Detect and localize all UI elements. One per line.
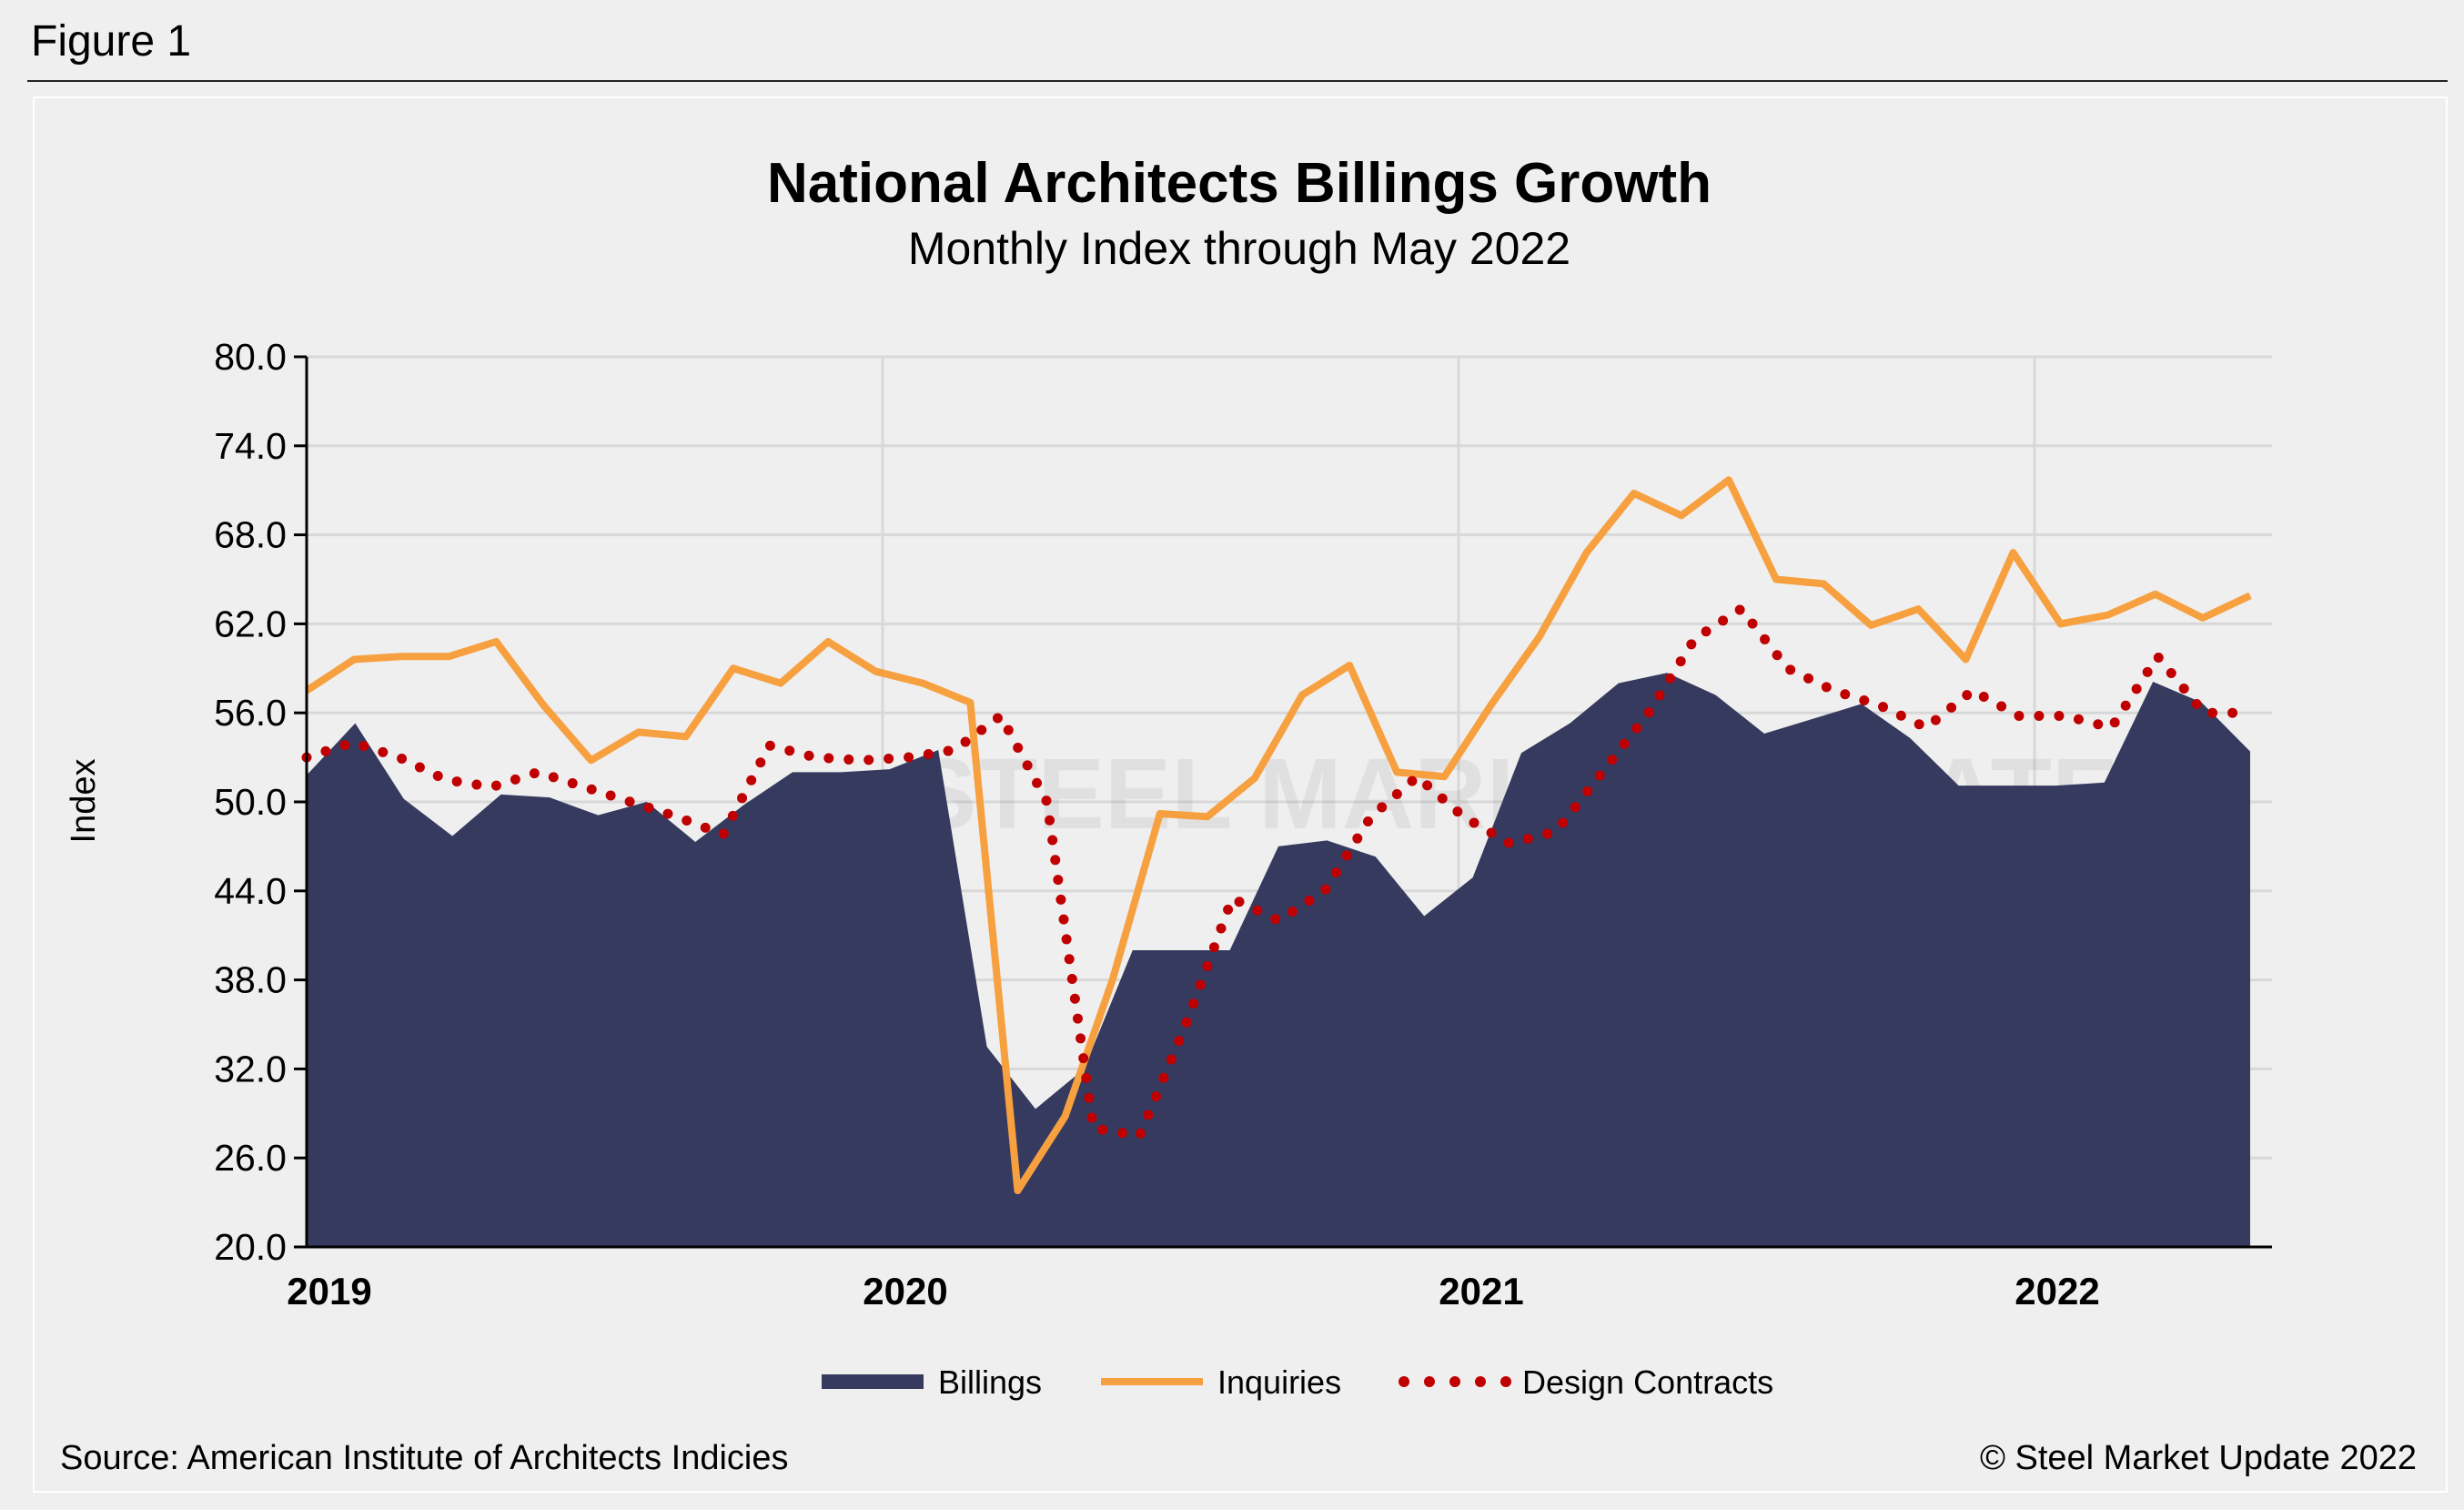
copyright-note: © Steel Market Update 2022 <box>1980 1439 2417 1477</box>
y-axis-label: Index <box>65 759 103 844</box>
legend-label: Design Contracts <box>1522 1363 1773 1401</box>
y-tick-label: 80.0 <box>214 336 287 378</box>
data-point <box>2065 714 2066 716</box>
y-tick-label: 62.0 <box>214 603 287 644</box>
y-tick-label: 68.0 <box>214 514 287 556</box>
x-tick-label: 2021 <box>1439 1270 1523 1312</box>
chart-frame <box>33 96 2448 1493</box>
inquiries-line <box>304 476 2252 1195</box>
data-point <box>1231 897 1233 899</box>
chart-title: National Architects Billings Growth <box>767 152 1712 215</box>
data-point <box>814 756 816 758</box>
data-point <box>1833 690 1834 692</box>
legend-item: Inquiries <box>1101 1363 1341 1401</box>
x-tick-label: 2022 <box>2015 1270 2099 1312</box>
x-tick-label: 2020 <box>863 1270 947 1312</box>
figure-divider <box>27 80 2448 82</box>
data-point <box>1972 690 1974 692</box>
legend-swatch <box>822 1374 924 1389</box>
legend-label: Inquiries <box>1217 1363 1341 1401</box>
y-tick-label: 56.0 <box>214 692 287 734</box>
data-point <box>1694 638 1696 640</box>
legend-item: Design Contracts <box>1399 1363 1773 1401</box>
y-tick-label: 50.0 <box>214 781 287 823</box>
data-point <box>2110 727 2112 729</box>
x-tick-label: 2019 <box>287 1270 371 1312</box>
design-contracts-line <box>301 602 2256 1141</box>
legend-label: Billings <box>938 1363 1042 1401</box>
y-tick-label: 20.0 <box>214 1226 287 1268</box>
source-note: Source: American Institute of Architects… <box>60 1439 789 1477</box>
data-point <box>583 786 585 788</box>
y-tick-label: 44.0 <box>214 870 287 912</box>
chart-subtitle: Monthly Index through May 2022 <box>908 223 1570 274</box>
data-point <box>861 759 863 761</box>
data-point <box>1925 727 1927 729</box>
y-tick-label: 32.0 <box>214 1048 287 1089</box>
y-tick-label: 38.0 <box>214 959 287 1001</box>
billings-area <box>307 673 2250 1247</box>
data-point <box>676 816 678 817</box>
legend-item: Billings <box>822 1363 1042 1401</box>
y-tick-label: 26.0 <box>214 1137 287 1179</box>
figure-label: Figure 1 <box>31 17 192 66</box>
data-point <box>445 779 447 781</box>
y-tick-label: 74.0 <box>214 425 287 467</box>
